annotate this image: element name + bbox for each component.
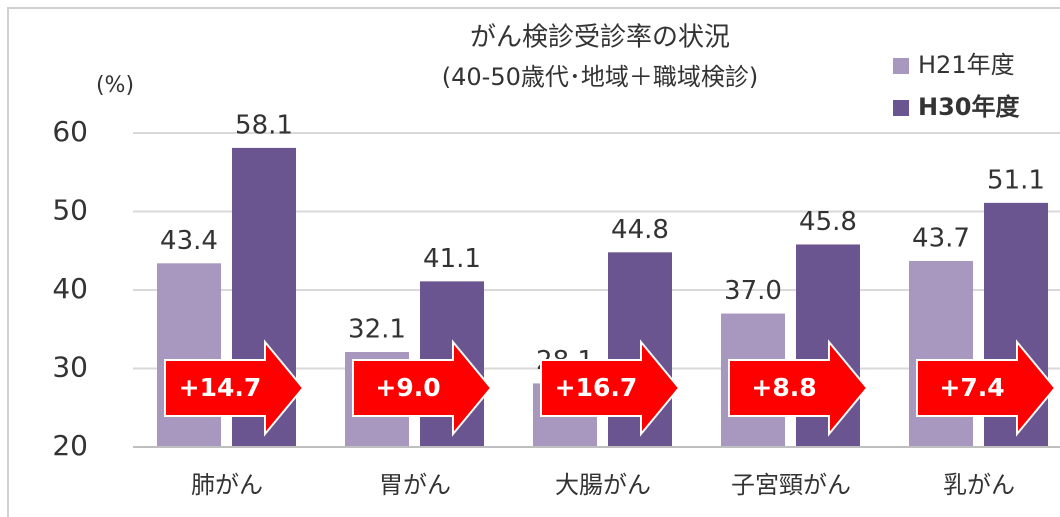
x-tick-label: 胃がん (379, 471, 451, 499)
annotation: +8.8 (751, 373, 816, 402)
y-tick-label: 50 (52, 194, 88, 227)
annotation: +14.7 (179, 373, 262, 402)
arrow (540, 339, 681, 437)
value-label: 37.0 (724, 276, 782, 306)
y-tick-label: 30 (52, 351, 88, 384)
annotation: +9.0 (375, 373, 440, 402)
legend-swatch (893, 100, 909, 116)
legend-label: H30年度 (918, 93, 1020, 121)
arrow (916, 339, 1057, 437)
arrow (352, 339, 493, 437)
value-label: 32.1 (348, 315, 406, 345)
legend-label: H21年度 (918, 51, 1015, 79)
value-label: 43.4 (160, 226, 218, 256)
bar (909, 260, 973, 447)
chart-title: がん検診受診率の状況 (470, 23, 730, 53)
y-axis-label: (%) (96, 73, 134, 98)
arrow (728, 339, 869, 437)
x-tick-label: 乳がん (943, 471, 1015, 499)
chart-subtitle: (40-50歳代･地域＋職域検診) (442, 63, 758, 91)
value-label: 43.7 (912, 223, 970, 253)
x-tick-label: 大腸がん (555, 471, 651, 499)
x-tick-label: 子宮頸がん (731, 471, 851, 499)
value-label: 44.8 (611, 215, 669, 245)
bar (157, 263, 221, 447)
y-tick-label: 60 (52, 115, 88, 148)
y-tick-label: 40 (52, 272, 88, 305)
chart-frame (7, 7, 1060, 517)
value-label: 51.1 (987, 165, 1045, 195)
value-label: 41.1 (423, 244, 481, 274)
value-label: 58.1 (235, 110, 293, 140)
annotation: +7.4 (939, 373, 1004, 402)
x-tick-label: 肺がん (191, 471, 263, 499)
value-label: 45.8 (799, 207, 857, 237)
legend-swatch (893, 58, 909, 74)
y-tick-label: 20 (52, 429, 88, 462)
annotation: +16.7 (555, 373, 638, 402)
arrow (164, 339, 305, 437)
